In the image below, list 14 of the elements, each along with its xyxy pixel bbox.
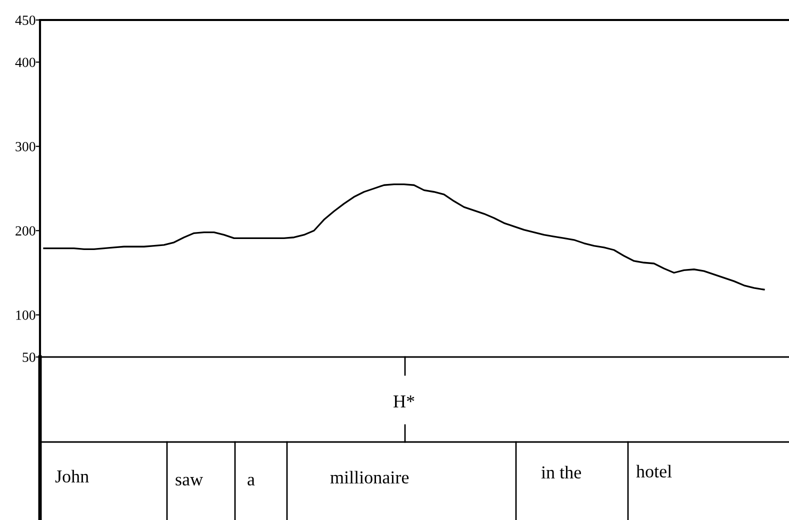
text: H* bbox=[394, 396, 414, 408]
y-tick-label: 100 bbox=[16, 310, 36, 320]
text: hotel bbox=[636, 464, 672, 478]
text: a bbox=[248, 476, 255, 486]
y-tick-label: 300 bbox=[16, 142, 36, 152]
text: saw bbox=[176, 476, 203, 486]
y-tick-label: 200 bbox=[16, 226, 36, 236]
y-tick-label: 50 bbox=[22, 352, 36, 362]
line-series bbox=[43, 183, 765, 290]
y-tick-label: 400 bbox=[15, 58, 36, 68]
text: in the bbox=[541, 466, 581, 479]
text: millionaire bbox=[330, 470, 409, 484]
y-tick-label: 450 bbox=[15, 16, 36, 25]
text: John bbox=[55, 470, 89, 483]
